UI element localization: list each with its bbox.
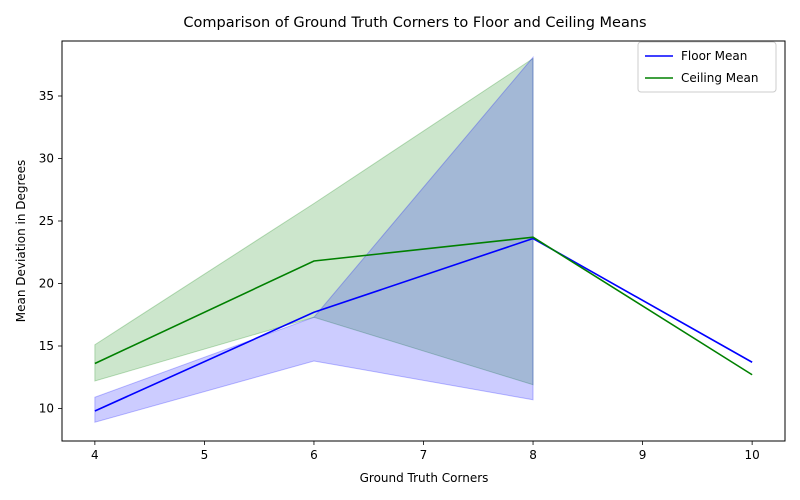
x-axis-label: Ground Truth Corners <box>360 471 489 485</box>
chart-title: Comparison of Ground Truth Corners to Fl… <box>183 15 646 31</box>
x-tick-label: 7 <box>420 448 428 462</box>
y-tick-label: 10 <box>39 402 54 416</box>
legend: Floor Mean Ceiling Mean <box>637 41 777 93</box>
y-tick-label: 35 <box>39 89 54 103</box>
legend-box <box>637 41 777 93</box>
confidence-bands <box>94 55 534 423</box>
x-tick-label: 9 <box>639 448 647 462</box>
x-tick-label: 6 <box>310 448 318 462</box>
x-tick-label: 5 <box>201 448 209 462</box>
series-lines <box>94 236 753 412</box>
x-axis-ticks: 4 5 6 7 8 9 10 <box>91 441 760 462</box>
legend-label-floor-mean: Floor Mean <box>681 49 747 63</box>
x-tick-label: 8 <box>529 448 537 462</box>
y-tick-label: 30 <box>39 152 54 166</box>
legend-label-ceiling-mean: Ceiling Mean <box>681 71 759 85</box>
y-axis-ticks: 10 15 20 25 30 35 <box>39 89 62 416</box>
y-tick-label: 15 <box>39 339 54 353</box>
y-tick-label: 25 <box>39 214 54 228</box>
y-axis-label: Mean Deviation in Degrees <box>14 160 28 322</box>
x-tick-label: 4 <box>91 448 99 462</box>
y-tick-label: 20 <box>39 277 54 291</box>
ceiling-mean-line <box>94 236 753 376</box>
floor-mean-band <box>94 55 534 423</box>
floor-mean-line <box>94 237 753 412</box>
ceiling-mean-band <box>94 57 534 386</box>
x-tick-label: 10 <box>744 448 759 462</box>
